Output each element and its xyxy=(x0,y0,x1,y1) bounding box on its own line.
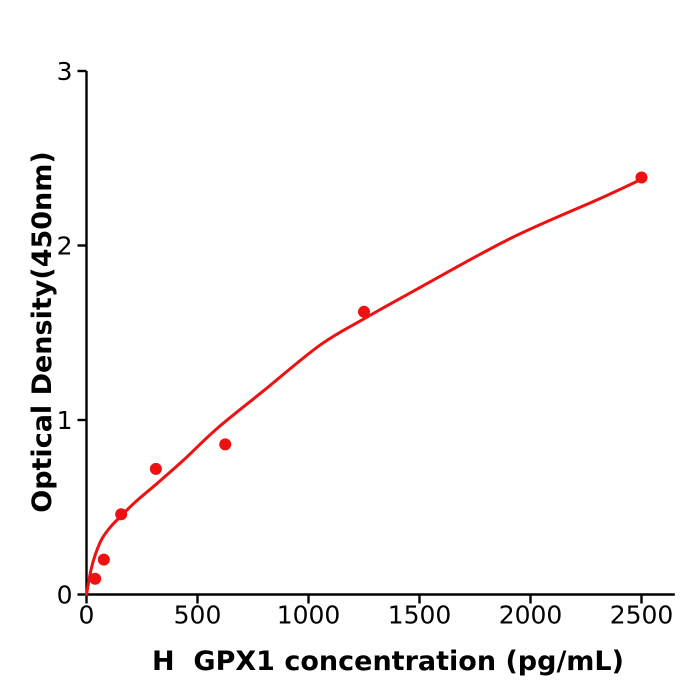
y-tick-label: 2 xyxy=(57,232,73,261)
data-points xyxy=(89,171,648,585)
data-point-marker xyxy=(97,553,110,566)
x-tick-label: 2000 xyxy=(499,601,563,630)
data-point-marker xyxy=(635,171,648,184)
x-tick-label: 2500 xyxy=(610,601,674,630)
data-point-marker xyxy=(358,305,370,318)
axes xyxy=(85,71,675,596)
x-tick-label: 0 xyxy=(79,601,95,630)
data-point-marker xyxy=(115,508,128,521)
x-axis-ticks: 0 500 1000 1500 2000 2500 xyxy=(79,594,674,630)
data-point-marker xyxy=(89,572,102,585)
x-tick-label: 1000 xyxy=(277,601,341,630)
y-tick-label: 0 xyxy=(57,581,73,610)
y-axis-ticks: 0 1 2 3 xyxy=(57,57,87,610)
fit-curve-line xyxy=(85,177,643,596)
y-tick-label: 1 xyxy=(57,406,73,435)
x-axis-title: H GPX1 concentration (pg/mL) xyxy=(152,646,624,677)
x-tick-label: 1500 xyxy=(388,601,452,630)
data-point-marker xyxy=(219,438,232,451)
y-tick-label: 3 xyxy=(57,57,73,86)
x-tick-label: 500 xyxy=(174,601,222,630)
y-axis-title: Optical Density(450nm) xyxy=(27,151,58,513)
data-point-marker xyxy=(149,462,162,475)
